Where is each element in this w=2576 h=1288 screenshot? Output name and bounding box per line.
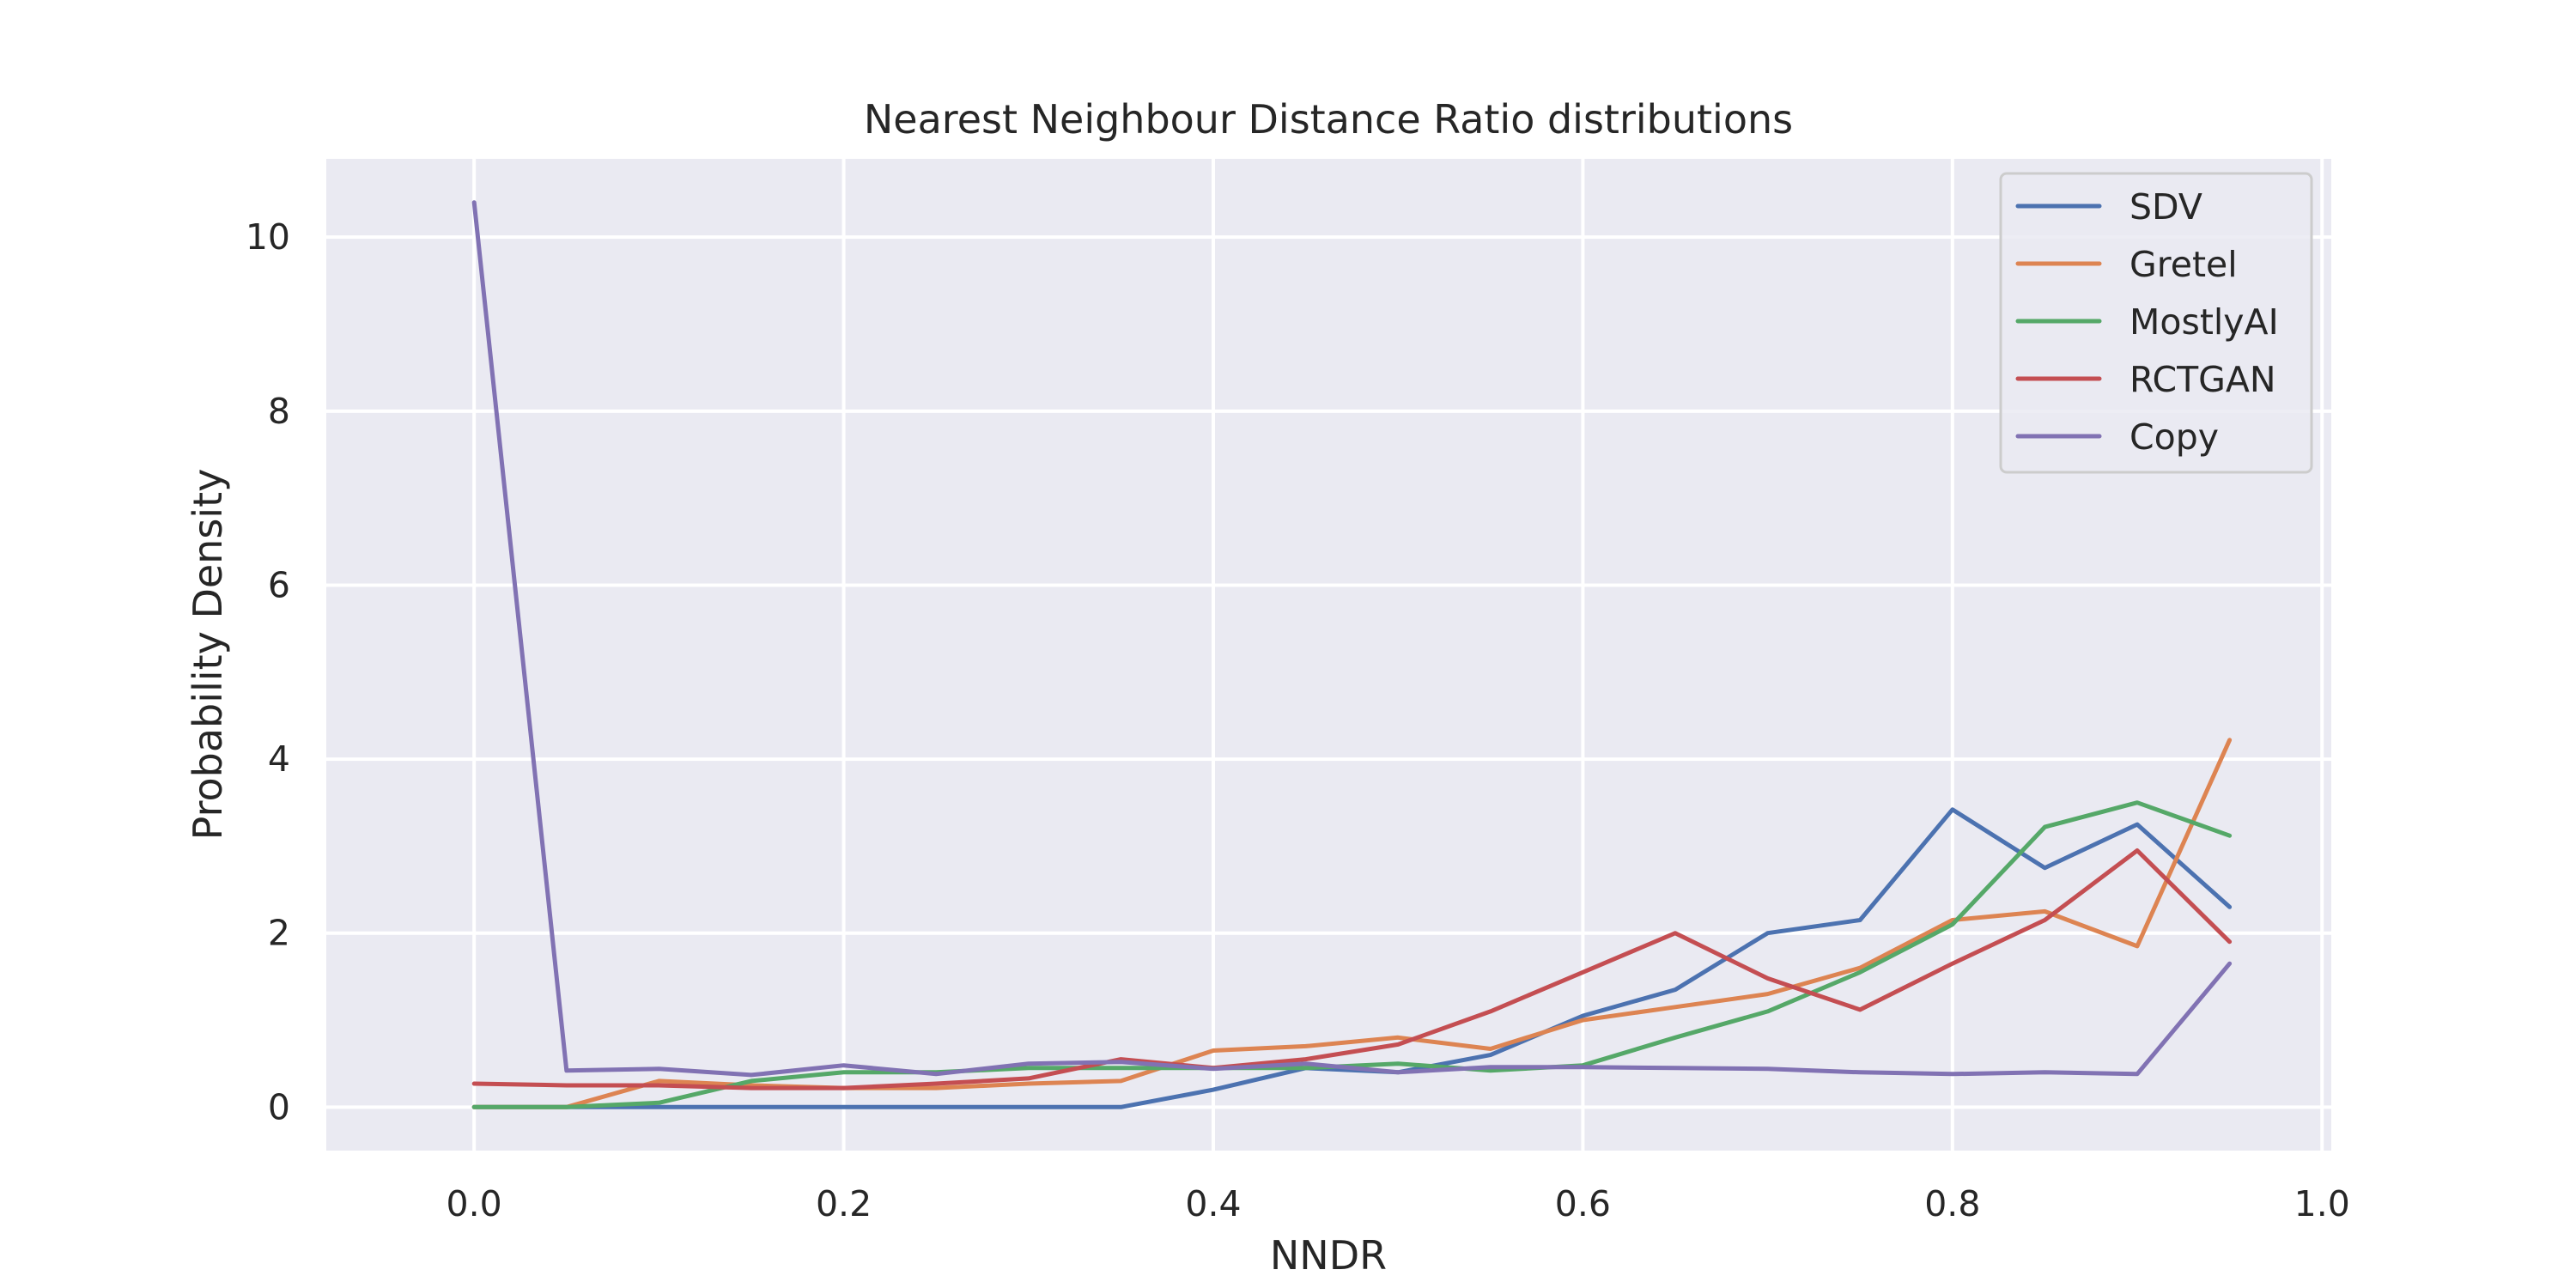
y-tick-label: 0 — [268, 1086, 290, 1127]
series-line-copy — [471, 200, 2233, 1078]
y-tick-label: 10 — [246, 216, 290, 258]
x-tick-label: 0.8 — [1924, 1183, 1980, 1224]
series-line-rctgan — [471, 848, 2233, 1091]
grid-lines — [326, 159, 2331, 1151]
legend-label-copy: Copy — [2129, 416, 2219, 458]
legend-label-rctgan: RCTGAN — [2129, 359, 2276, 400]
y-tick-labels: 0 2 4 6 8 10 — [246, 216, 290, 1127]
x-axis-label: NNDR — [1270, 1232, 1387, 1279]
series-line-gretel — [471, 738, 2233, 1109]
y-tick-label: 8 — [268, 391, 290, 432]
series-lines — [471, 200, 2233, 1109]
legend-label-sdv: SDV — [2129, 186, 2202, 228]
legend-items: SDV Gretel MostlyAI RCTGAN Copy — [2015, 186, 2279, 458]
x-tick-label: 0.0 — [447, 1183, 502, 1224]
legend-label-gretel: Gretel — [2129, 244, 2238, 285]
x-tick-label: 0.4 — [1185, 1183, 1241, 1224]
plot-area — [326, 159, 2331, 1151]
series-line-sdv — [471, 807, 2233, 1109]
y-tick-label: 4 — [268, 738, 290, 780]
y-tick-label: 2 — [268, 913, 290, 954]
x-tick-label: 0.2 — [816, 1183, 872, 1224]
legend-box — [1999, 172, 2313, 474]
chart-title: Nearest Neighbour Distance Ratio distrib… — [864, 96, 1793, 143]
legend: SDV Gretel MostlyAI RCTGAN Copy — [1999, 172, 2313, 474]
y-tick-label: 6 — [268, 564, 290, 605]
y-axis-label: Probability Density — [185, 469, 231, 841]
x-tick-labels: 0.0 0.2 0.4 0.6 0.8 1.0 — [447, 1183, 2350, 1224]
x-tick-label: 0.6 — [1555, 1183, 1611, 1224]
x-tick-label: 1.0 — [2294, 1183, 2350, 1224]
legend-label-mostlyai: MostlyAI — [2129, 301, 2279, 343]
